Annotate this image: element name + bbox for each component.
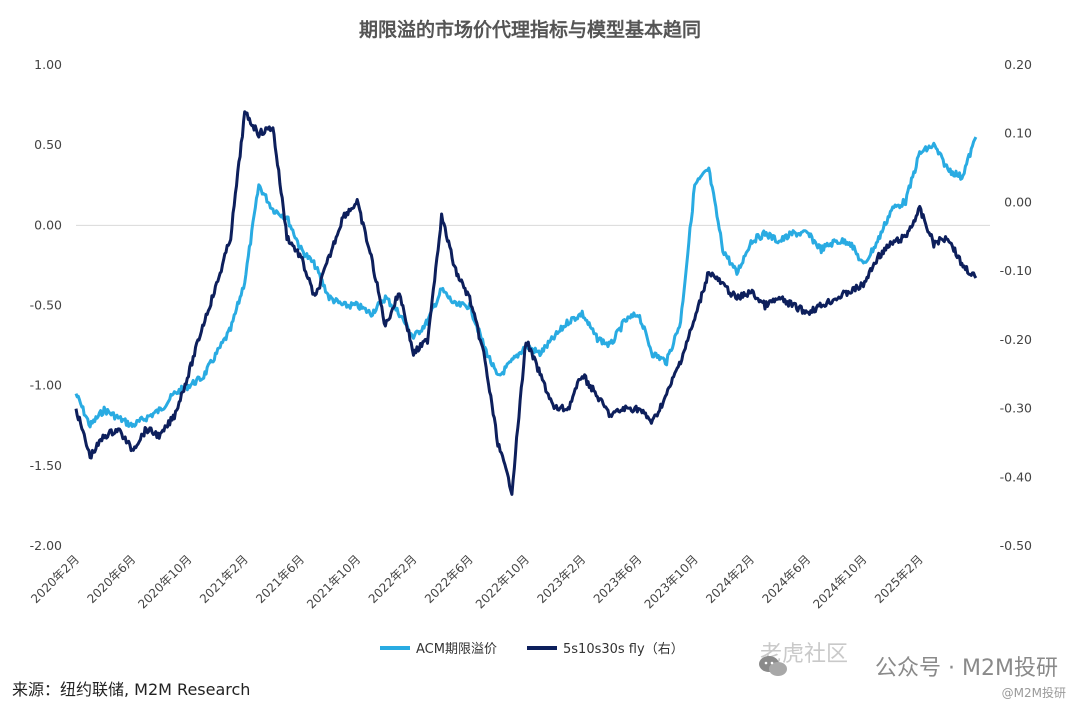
x-tick-label: 2021年2月 [197, 552, 251, 606]
x-tick-label: 2020年10月 [135, 552, 194, 611]
right-tick-label: -0.40 [1000, 469, 1032, 484]
left-tick-label: 0.50 [34, 137, 62, 152]
legend-label: 5s10s30s fly（右） [563, 642, 684, 657]
series-line-acm [74, 136, 978, 429]
x-tick-label: 2021年10月 [304, 552, 363, 611]
x-tick-label: 2022年6月 [422, 552, 476, 606]
legend-label: ACM期限溢价 [416, 642, 497, 657]
x-tick-label: 2022年2月 [366, 552, 420, 606]
x-tick-label: 2024年10月 [810, 552, 869, 611]
wechat-icon [759, 656, 787, 676]
x-tick-label: 2021年6月 [253, 552, 307, 606]
x-tick-label: 2023年10月 [642, 552, 701, 611]
chart-title: 期限溢的市场价代理指标与模型基本趋同 [359, 18, 701, 41]
left-tick-label: -1.50 [30, 458, 62, 473]
x-tick-label: 2023年2月 [534, 552, 588, 606]
source-note: 来源：纽约联储, M2M Research [12, 680, 251, 699]
left-tick-label: 1.00 [34, 57, 62, 72]
watermark-main: 公众号 · M2M投研 [875, 656, 1058, 681]
x-tick-label: 2023年6月 [591, 552, 645, 606]
x-tick-label: 2024年2月 [703, 552, 757, 606]
right-axis: 0.20 0.10 0.00 -0.10 -0.20 -0.30 -0.40 -0.50 [1000, 57, 1032, 553]
watermark-small: @M2M投研 [1001, 686, 1066, 700]
left-tick-label: -2.00 [30, 538, 62, 553]
x-tick-label: 2024年6月 [759, 552, 813, 606]
x-tick-label: 2020年6月 [84, 552, 138, 606]
left-tick-label: 0.00 [34, 217, 62, 232]
left-axis: 1.00 0.50 0.00 -0.50 -1.00 -1.50 -2.00 [30, 57, 62, 553]
right-tick-label: -0.20 [1000, 332, 1032, 347]
left-tick-label: -1.00 [30, 378, 62, 393]
right-tick-label: 0.20 [1004, 57, 1032, 72]
x-tick-label: 2020年2月 [28, 552, 82, 606]
right-tick-label: -0.10 [1000, 263, 1032, 278]
series-line-fly [74, 110, 978, 496]
right-tick-label: -0.30 [1000, 401, 1032, 416]
x-tick-label: 2025年2月 [872, 552, 926, 606]
right-tick-label: 0.00 [1004, 194, 1032, 209]
left-tick-label: -0.50 [30, 298, 62, 313]
right-tick-label: 0.10 [1004, 126, 1032, 141]
legend: ACM期限溢价 5s10s30s fly（右） [380, 642, 684, 657]
series-layer [74, 110, 978, 496]
x-tick-label: 2022年10月 [473, 552, 532, 611]
right-tick-label: -0.50 [1000, 538, 1032, 553]
